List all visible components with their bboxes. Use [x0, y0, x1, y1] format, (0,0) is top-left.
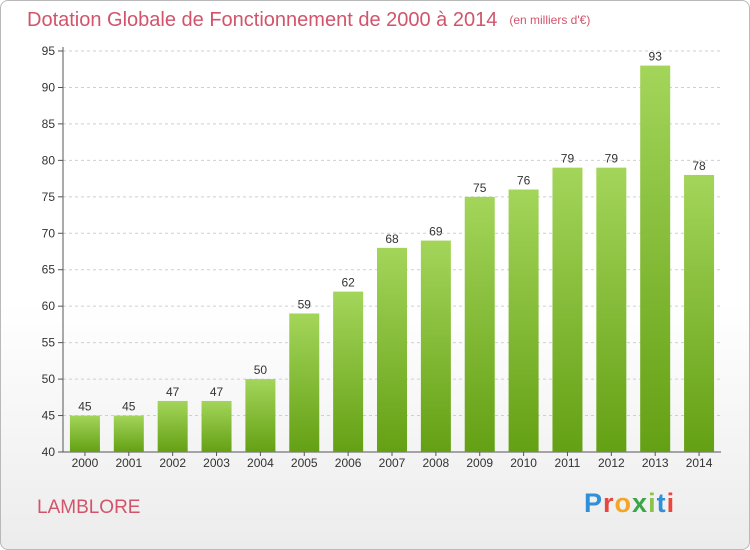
x-tick-label: 2007	[379, 456, 406, 470]
bar-value-label: 47	[210, 385, 224, 399]
x-tick-label: 2005	[291, 456, 318, 470]
bar-value-label: 68	[385, 232, 399, 246]
bar	[508, 189, 539, 452]
y-tick-label: 60	[42, 299, 56, 313]
y-tick-label: 55	[42, 336, 56, 350]
bar	[377, 247, 407, 452]
bar	[113, 415, 144, 452]
bar	[596, 167, 627, 452]
x-tick-label: 2000	[72, 456, 99, 470]
x-tick-label: 2004	[247, 456, 274, 470]
x-tick-labels: 2000 2001 2002 2003 2004 2005 2006 2007 2008 2009…	[72, 456, 713, 470]
y-tick-label: 85	[42, 117, 56, 131]
bar-value-label: 62	[341, 276, 355, 290]
y-tick-label: 40	[42, 445, 56, 459]
bar	[684, 174, 715, 453]
bar-value-label: 76	[517, 174, 531, 188]
x-tick-label: 2013	[642, 456, 669, 470]
bar-value-label: 47	[166, 385, 180, 399]
value-labels: 45 45 47 47 50 59 62 68 69 75 76 79 79 93 78	[78, 50, 706, 414]
y-tick-labels: 40 45 50 55 60 65 70 75 80 85 90 95	[42, 44, 56, 459]
bars	[69, 65, 715, 453]
y-tick-label: 75	[42, 190, 56, 204]
y-tick-label: 80	[42, 153, 56, 167]
x-tick-label: 2014	[686, 456, 713, 470]
brand-letter: r	[603, 488, 615, 518]
bar	[552, 167, 583, 452]
y-tick-label: 90	[42, 80, 56, 94]
brand-letter: i	[666, 488, 676, 518]
bar-value-label: 79	[605, 152, 619, 166]
x-tick-label: 2003	[203, 456, 230, 470]
bar	[333, 291, 364, 452]
brand-letter: i	[648, 488, 657, 518]
bar-value-label: 50	[254, 363, 268, 377]
bar-value-label: 45	[122, 400, 136, 414]
bar-value-label: 78	[692, 159, 706, 173]
x-tick-label: 2006	[335, 456, 362, 470]
x-tick-label: 2002	[159, 456, 186, 470]
y-tick-label: 65	[42, 263, 56, 277]
bar-value-label: 79	[561, 152, 575, 166]
bar	[245, 379, 276, 452]
bar	[420, 240, 451, 452]
x-tick-label: 2009	[466, 456, 493, 470]
bar-value-label: 69	[429, 225, 443, 239]
chart-unit: (en milliers d'€)	[509, 13, 591, 27]
brand-letter: o	[614, 488, 633, 518]
bar	[640, 65, 671, 452]
bar	[464, 196, 495, 452]
brand-letter: x	[632, 488, 649, 518]
bar-value-label: 59	[298, 297, 312, 311]
bar-value-label: 75	[473, 181, 487, 195]
x-tick-label: 2008	[423, 456, 450, 470]
bar-value-label: 45	[78, 400, 92, 414]
y-tick-label: 95	[42, 44, 56, 58]
x-tick-label: 2001	[115, 456, 142, 470]
brand-logo: Proxiti	[584, 488, 675, 519]
chart-title: Dotation Globale de Fonctionnement de 20…	[27, 9, 590, 32]
bar-value-label: 93	[649, 50, 663, 64]
bar	[69, 415, 100, 452]
chart-title-text: Dotation Globale de Fonctionnement de 20…	[27, 9, 498, 31]
brand-letter: P	[584, 488, 604, 518]
place-name: LAMBLORE	[37, 497, 141, 518]
y-tick-label: 50	[42, 372, 56, 386]
y-tick-label: 45	[42, 409, 56, 423]
bar	[157, 400, 188, 452]
y-tick-label: 70	[42, 226, 56, 240]
x-tick-label: 2010	[510, 456, 537, 470]
x-tick-label: 2011	[555, 456, 581, 470]
bar	[201, 400, 232, 452]
bar	[289, 313, 320, 452]
x-tick-label: 2012	[598, 456, 625, 470]
brand-letter: t	[656, 488, 667, 518]
